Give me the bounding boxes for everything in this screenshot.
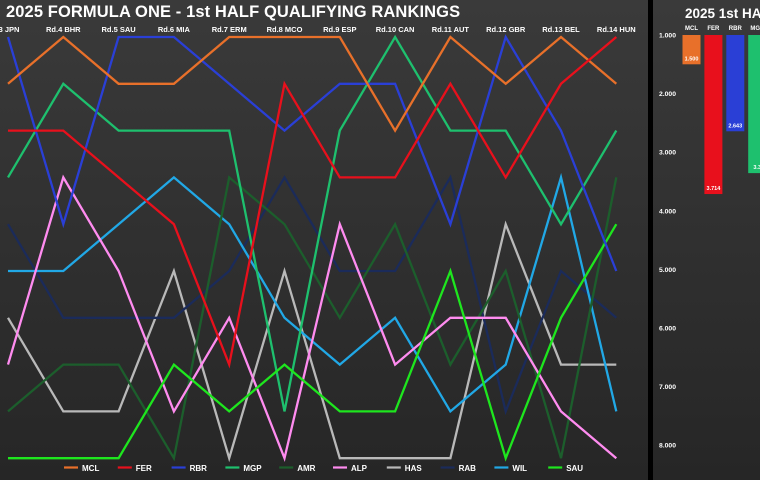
bar-value-label: 1.500	[685, 56, 699, 62]
y-tick-label: 8.000	[659, 443, 676, 450]
bar-mgp	[748, 35, 760, 174]
y-tick-label: 5.000	[659, 267, 676, 274]
bar-category-label: RBR	[729, 26, 743, 32]
average-ranking-bar-chart: 1.000 2.000 3.000 4.000 5.000 6.000 7.000 8.000…	[659, 26, 760, 450]
legend-label-mgp: MGP	[243, 464, 262, 473]
series-line-alp	[6, 174, 618, 463]
chart-title: 2025 FORMULA ONE - 1st HALF QUALIFYING R…	[6, 3, 461, 21]
y-tick-label: 3.000	[659, 150, 676, 157]
series-line-sau	[8, 223, 618, 462]
rankings-chart-panel: .3 JPN Rd.4 BHR Rd.5 SAU Rd.6 MIA Rd.7 ERM Rd…	[0, 0, 648, 480]
bar-category-label: MGP	[750, 26, 760, 32]
x-tick-label: Rd.8 MCO	[267, 25, 303, 34]
x-tick-label: .3 JPN	[0, 25, 19, 34]
x-tick-label: Rd.10 CAN	[376, 25, 415, 34]
x-tick-label: Rd.5 SAU	[102, 25, 136, 34]
bar-fer	[704, 35, 723, 195]
y-tick-label: 2.000	[659, 91, 676, 98]
legend-label-alp: ALP	[351, 464, 368, 473]
x-tick-label: Rd.4 BHR	[46, 25, 81, 34]
bar-mcl	[682, 35, 701, 65]
bar-category-label: MCL	[685, 26, 698, 32]
y-tick-label: 7.000	[659, 384, 676, 391]
y-tick-label: 6.000	[659, 326, 676, 333]
x-tick-label: Rd.7 ERM	[212, 25, 247, 34]
legend-label-wil: WIL	[512, 464, 527, 473]
y-tick-label: 1.000	[659, 33, 676, 40]
bar-value-label: 2.643	[728, 123, 742, 129]
x-tick-label: Rd.14 HUN	[597, 25, 636, 34]
rankings-line-chart: .3 JPN Rd.4 BHR Rd.5 SAU Rd.6 MIA Rd.7 ERM Rd…	[0, 25, 636, 473]
legend-label-mcl: MCL	[82, 464, 99, 473]
bar-value-label: 3.714	[707, 186, 722, 192]
legend-label-has: HAS	[405, 464, 423, 473]
side-chart-title: 2025 1st HA	[685, 6, 760, 21]
bar-value-label: 3.3	[753, 165, 760, 171]
average-ranking-panel: 1.000 2.000 3.000 4.000 5.000 6.000 7.000 8.000…	[653, 0, 760, 480]
bar-category-label: FER	[707, 26, 720, 32]
x-tick-label: Rd.9 ESP	[323, 25, 356, 34]
series-line-mcl	[7, 35, 618, 133]
legend-label-fer: FER	[136, 464, 152, 473]
x-tick-label: Rd.13 BEL	[542, 25, 580, 34]
x-tick-label: Rd.11 AUT	[432, 25, 470, 34]
legend-label-rbr: RBR	[190, 464, 208, 473]
legend-label-sau: SAU	[566, 464, 583, 473]
bar-rbr	[726, 35, 745, 132]
legend-label-amr: AMR	[297, 464, 315, 473]
series-line-rab	[7, 174, 618, 416]
series-line-wil	[8, 172, 618, 414]
series-line-fer	[8, 36, 618, 369]
series-line-has	[7, 220, 617, 463]
legend-label-rab: RAB	[459, 464, 477, 473]
series-line-rbr	[6, 34, 618, 272]
y-tick-label: 4.000	[659, 208, 676, 215]
x-tick-label: Rd.6 MIA	[158, 25, 191, 34]
series-line-mgp	[7, 34, 618, 412]
x-tick-label: Rd.12 GBR	[486, 25, 526, 34]
